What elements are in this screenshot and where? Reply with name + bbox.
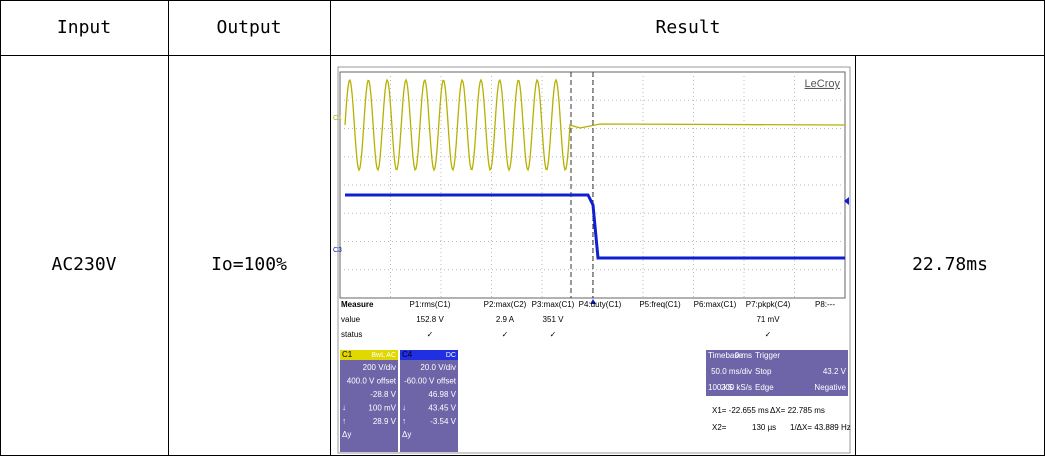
measure-name: P1:rms(C1) — [410, 300, 451, 309]
timebase-field: Timebase — [708, 351, 743, 360]
channel-label: C1 — [342, 350, 353, 359]
cursor-readout: 1/ΔX= 43.889 Hz — [790, 423, 851, 432]
trace-c4 — [345, 193, 845, 260]
timebase-field: Negative — [814, 383, 846, 392]
measure-value: 152.8 V — [416, 315, 444, 324]
measure-name: P3:max(C1) — [532, 300, 575, 309]
channel-line: 20.0 V/div — [420, 363, 456, 372]
cursor-readout: 130 µs — [752, 423, 776, 432]
trace-label: C1 — [333, 115, 342, 122]
measure-value: 71 mV — [756, 315, 780, 324]
channel-symbol: Δy — [402, 430, 411, 439]
measure-name: P4:duty(C1) — [579, 300, 622, 309]
channel-line: 28.9 V — [373, 417, 397, 426]
timebase-field: 200 kS/s — [721, 383, 752, 392]
channel-label: C4 — [402, 350, 413, 359]
header-cell: Result — [655, 17, 720, 38]
channel-line: 200 V/div — [363, 363, 396, 372]
channel-symbol: ↓ — [402, 403, 406, 412]
timebase-field: 100 kS — [708, 383, 733, 392]
cursor-readout: X1= -22.655 ms — [712, 406, 769, 415]
channel-box — [400, 350, 458, 452]
channel-symbol: ↑ — [342, 417, 346, 426]
cursor-readout: X2= — [712, 423, 727, 432]
measure-status: ✓ — [502, 330, 509, 339]
channel-line: -60.00 V offset — [404, 377, 457, 386]
oscilloscope-screenshot: LeCroy C1 C3 Measure value status P1:rms(C1… — [333, 66, 851, 454]
channel-line: 43.45 V — [428, 404, 456, 413]
trace-c1 — [344, 78, 846, 172]
measure-name: P7:pkpk(C4) — [746, 300, 791, 309]
channel-badge: DC — [446, 352, 456, 359]
channel-line: 400.0 V offset — [347, 377, 397, 386]
channel-line: 100 mV — [368, 404, 396, 413]
channel-line: -3.54 V — [430, 417, 456, 426]
measure-name: P2:max(C2) — [484, 300, 527, 309]
header-cell: Input — [57, 17, 111, 38]
timebase-field: Stop — [755, 367, 772, 376]
measure-status: ✓ — [765, 330, 772, 339]
measure-name: P5:freq(C1) — [639, 300, 681, 309]
measure-name: P6:max(C1) — [694, 300, 737, 309]
timebase-field: Edge — [755, 383, 774, 392]
scope-brand: LeCroy — [805, 78, 841, 90]
measure-title: Measure — [341, 300, 374, 309]
timebase-box — [706, 350, 848, 396]
timebase-field: 0 ms — [735, 351, 752, 360]
input-cell: AC230V — [51, 254, 116, 275]
channel-line: -28.8 V — [370, 390, 396, 399]
timebase-field: 43.2 V — [823, 367, 847, 376]
trigger-marker — [844, 197, 849, 205]
channel-box — [340, 350, 398, 452]
measure-status: ✓ — [550, 330, 557, 339]
measure-status: ✓ — [427, 330, 434, 339]
channel-symbol: ↓ — [342, 403, 346, 412]
measure-row-label: status — [341, 330, 362, 339]
measure-value: 351 V — [543, 315, 565, 324]
trigger-marker — [590, 299, 596, 304]
measure-name: P8:--- — [815, 300, 835, 309]
channel-symbol: Δy — [342, 430, 351, 439]
measure-row-label: value — [341, 315, 361, 324]
result-cell: 22.78ms — [912, 254, 988, 275]
measure-value: 2.9 A — [496, 315, 515, 324]
timebase-field: 50.0 ms/div — [711, 367, 752, 376]
channel-symbol: ↑ — [402, 417, 406, 426]
channel-line: 46.98 V — [428, 390, 456, 399]
channel-header — [400, 350, 458, 360]
timebase-field: Trigger — [755, 351, 780, 360]
channel-badge: BwL AC — [371, 352, 396, 359]
channel-header — [340, 350, 398, 360]
cursor-readout: ΔX= 22.785 ms — [770, 406, 825, 415]
output-cell: Io=100% — [211, 254, 287, 275]
trace-label: C3 — [333, 247, 342, 254]
header-cell: Output — [216, 17, 281, 38]
